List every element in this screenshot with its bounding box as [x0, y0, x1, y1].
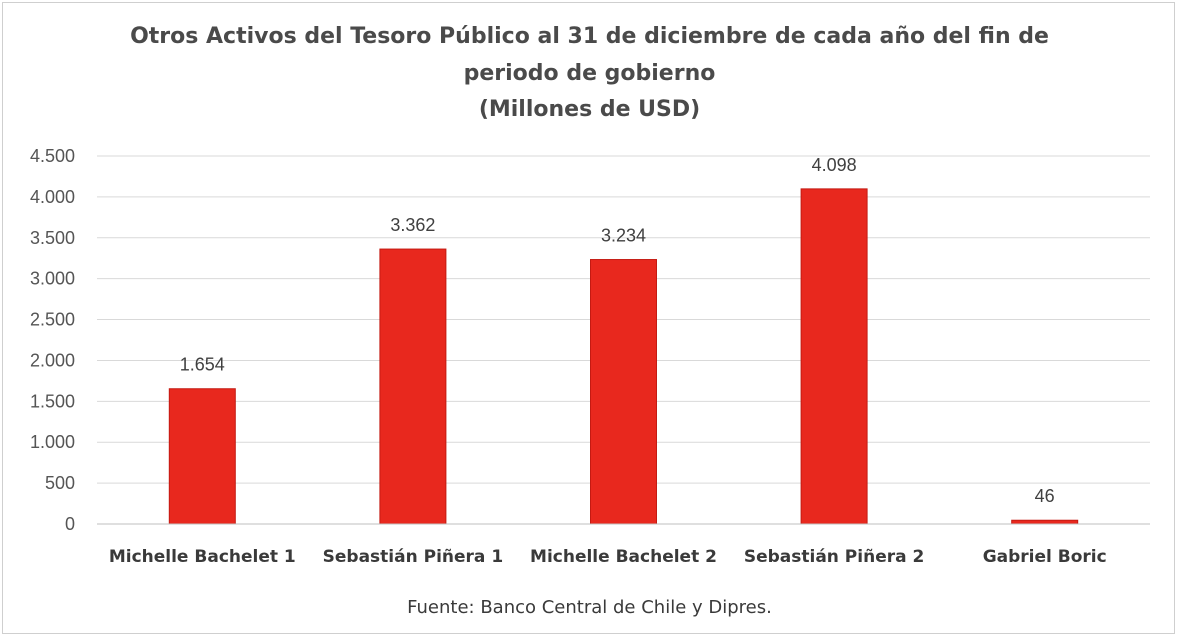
- bar: [590, 259, 657, 525]
- x-tick-label: Gabriel Boric: [983, 547, 1107, 567]
- x-tick-label: Sebastián Piñera 2: [744, 547, 925, 567]
- y-tick-label: 2.500: [30, 310, 75, 330]
- bar: [379, 248, 447, 525]
- data-label: 3.362: [390, 215, 435, 235]
- y-tick-label: 500: [45, 473, 75, 493]
- chart-title-line-3: (Millones de USD): [478, 97, 701, 122]
- y-tick-label: 3.500: [30, 228, 75, 248]
- y-tick-label: 4.500: [30, 146, 75, 166]
- y-tick-label: 2.000: [30, 350, 75, 370]
- chart-source-note: Fuente: Banco Central de Chile y Dipres.: [407, 597, 772, 618]
- chart-title-line-1: Otros Activos del Tesoro Público al 31 d…: [130, 24, 1049, 49]
- y-tick-label: 4.000: [30, 187, 75, 207]
- x-tick-label: Sebastián Piñera 1: [323, 547, 504, 567]
- data-label: 4.098: [812, 155, 857, 175]
- bar: [800, 188, 868, 525]
- data-label: 3.234: [601, 226, 646, 246]
- y-tick-label: 3.000: [30, 269, 75, 289]
- x-tick-label: Michelle Bachelet 1: [109, 547, 296, 567]
- data-label: 1.654: [180, 355, 225, 375]
- y-tick-label: 1.000: [30, 432, 75, 452]
- data-label: 46: [1035, 486, 1055, 506]
- bar: [168, 388, 236, 525]
- x-tick-label: Michelle Bachelet 2: [530, 547, 717, 567]
- y-tick-label: 0: [65, 514, 75, 534]
- chart-title-line-2: periodo de gobierno: [463, 61, 716, 86]
- bar: [1011, 519, 1079, 525]
- y-tick-label: 1.500: [30, 391, 75, 411]
